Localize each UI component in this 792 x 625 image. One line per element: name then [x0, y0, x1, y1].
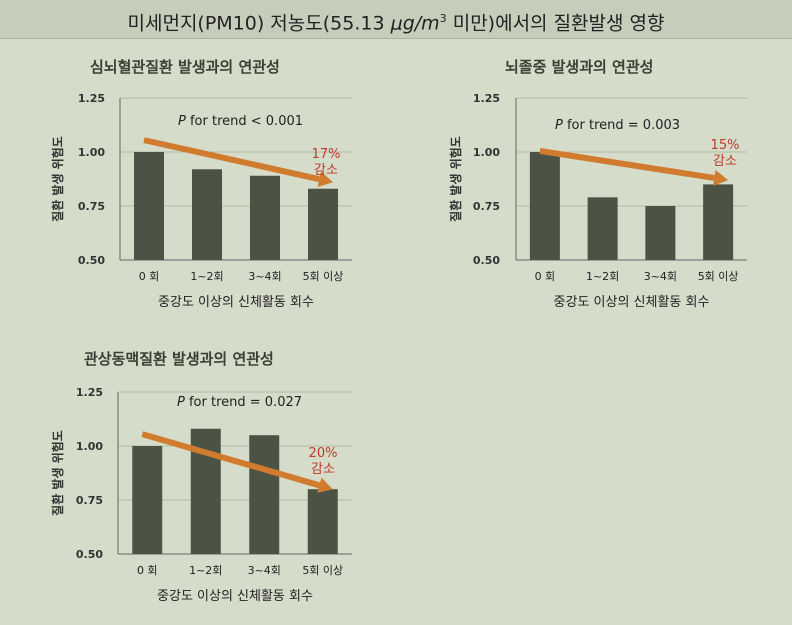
y-tick-label: 1.25 [76, 386, 103, 399]
y-tick-label: 0.50 [78, 254, 105, 267]
x-tick-label: 3~4회 [248, 564, 281, 577]
reduction-percent: 17% [312, 147, 341, 162]
bar [192, 169, 222, 260]
y-tick-label: 0.75 [473, 200, 500, 213]
trend-arrow [539, 147, 715, 181]
y-axis-label: 질환 발생 위험도 [448, 136, 463, 222]
x-axis-label: 중강도 이상의 신체활동 회수 [554, 295, 710, 310]
bar [587, 197, 618, 260]
trend-p-symbol: P [178, 114, 186, 129]
y-tick-label: 0.50 [76, 548, 103, 561]
x-tick-label: 1~2회 [189, 564, 222, 577]
bar [308, 188, 338, 260]
x-tick-label: 5회 이상 [303, 270, 344, 283]
y-tick-label: 0.75 [78, 200, 105, 213]
reduction-label: 감소 [713, 154, 737, 169]
bar [132, 446, 163, 554]
page-title-unit-exponent: 3 [439, 12, 447, 25]
x-tick-label: 0 회 [535, 270, 556, 283]
page-title: 미세먼지(PM10) 저농도(55.13 μg/m3 미만)에서의 질환발생 영… [0, 0, 792, 38]
trend-p-value: for trend < 0.001 [186, 114, 303, 129]
trend-arrow [141, 431, 321, 489]
y-tick-label: 0.75 [76, 494, 103, 507]
x-tick-label: 3~4회 [644, 270, 677, 283]
y-axis-label: 질환 발생 위험도 [50, 430, 65, 516]
trend-arrow-head [713, 170, 729, 186]
bar [134, 152, 164, 260]
trend-label: P for trend = 0.003 [555, 118, 680, 133]
trend-p-value: for trend = 0.027 [185, 395, 302, 410]
chart-title: 심뇌혈관질환 발생과의 연관성 [90, 58, 280, 76]
y-tick-label: 1.00 [76, 440, 103, 453]
page-title-main: 미세먼지(PM10) 저농도(55.13 [127, 12, 391, 35]
bar [250, 175, 280, 260]
chart-title: 뇌졸중 발생과의 연관성 [505, 58, 653, 76]
y-axis-label: 질환 발생 위험도 [50, 136, 65, 222]
x-tick-label: 0 회 [137, 564, 158, 577]
trend-arrow-head [317, 477, 333, 493]
chart-coronary-artery: 관상동맥질환 발생과의 연관성 0.50 0.75 1.00 1.25 0 회 1~2회 3~… [50, 350, 352, 604]
x-tick-label: 3~4회 [248, 270, 281, 283]
page-title-suffix: 미만)에서의 질환발생 영향 [446, 12, 665, 35]
trend-p-value: for trend = 0.003 [563, 118, 680, 133]
chart-stroke: 뇌졸중 발생과의 연관성 0.50 0.75 1.00 1.25 0 회 1~2회 3~4회 5… [448, 58, 747, 310]
x-tick-label: 1~2회 [190, 270, 223, 283]
reduction-percent: 15% [711, 138, 740, 153]
y-tick-label: 1.25 [473, 92, 500, 105]
chart-title: 관상동맥질환 발생과의 연관성 [84, 350, 274, 368]
y-tick-label: 1.25 [78, 92, 105, 105]
y-tick-label: 1.00 [78, 146, 105, 159]
x-tick-label: 1~2회 [586, 270, 619, 283]
x-tick-label: 5회 이상 [698, 270, 739, 283]
bar [307, 489, 338, 554]
trend-p-symbol: P [177, 395, 185, 410]
x-axis-label: 중강도 이상의 신체활동 회수 [157, 589, 313, 604]
y-tick-label: 1.00 [473, 146, 500, 159]
x-tick-label: 5회 이상 [302, 564, 343, 577]
y-tick-label: 0.50 [473, 254, 500, 267]
reduction-label: 감소 [314, 163, 338, 178]
page-title-unit: μg/m [390, 12, 440, 35]
trend-label: P for trend < 0.001 [178, 114, 303, 129]
reduction-label: 감소 [311, 462, 335, 477]
trend-arrow [143, 137, 320, 183]
bar [249, 435, 280, 554]
trend-label: P for trend = 0.027 [177, 395, 302, 410]
title-bar: 미세먼지(PM10) 저농도(55.13 μg/m3 미만)에서의 질환발생 영… [0, 0, 792, 39]
trend-p-symbol: P [555, 118, 563, 133]
reduction-percent: 20% [309, 446, 338, 461]
x-axis-label: 중강도 이상의 신체활동 회수 [158, 295, 314, 310]
trend-arrow-head [317, 171, 333, 188]
bar [703, 184, 734, 260]
bar [645, 206, 676, 260]
x-tick-label: 0 회 [139, 270, 160, 283]
bar [529, 152, 560, 260]
chart-cardio-cerebrovascular: 심뇌혈관질환 발생과의 연관성 0.50 0.75 1.00 1.25 0 회 1~2회 3~… [50, 58, 352, 310]
